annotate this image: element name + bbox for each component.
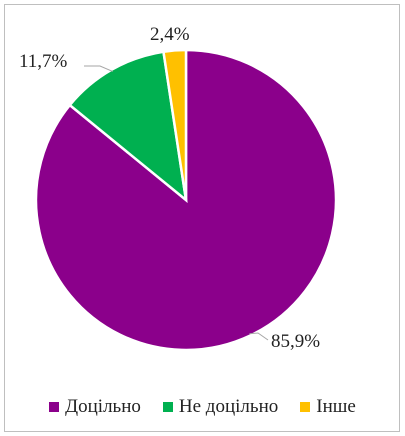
legend-swatch-inshe bbox=[300, 402, 311, 412]
pie-chart: 85,9% 11,7% 2,4% bbox=[19, 24, 338, 352]
leader-line bbox=[84, 65, 113, 72]
legend-swatch-ne-dotsilno bbox=[162, 402, 173, 412]
legend-label-inshe: Інше bbox=[316, 396, 356, 417]
legend-item-dotsilno: Доцільно bbox=[49, 396, 141, 418]
legend-item-inshe: Інше bbox=[300, 396, 356, 418]
chart-legend: Доцільно Не доцільно Інше bbox=[0, 396, 405, 418]
legend-label-dotsilno: Доцільно bbox=[65, 396, 141, 417]
slice-label-inshe: 2,4% bbox=[150, 24, 190, 45]
slice-dotsilno bbox=[34, 48, 338, 352]
slice-label-dotsilno: 85,9% bbox=[271, 331, 320, 352]
legend-item-ne-dotsilno: Не доцільно bbox=[162, 396, 279, 418]
slice-label-ne-dotsilno: 11,7% bbox=[19, 51, 68, 72]
slice-ne-dotsilno bbox=[68, 50, 188, 204]
leader-line bbox=[249, 332, 269, 341]
legend-label-ne-dotsilno: Не доцільно bbox=[178, 396, 279, 417]
pie-slices bbox=[34, 48, 338, 352]
leader-lines bbox=[84, 65, 269, 341]
slice-inshe bbox=[162, 48, 188, 201]
legend-swatch-dotsilno bbox=[49, 402, 60, 412]
